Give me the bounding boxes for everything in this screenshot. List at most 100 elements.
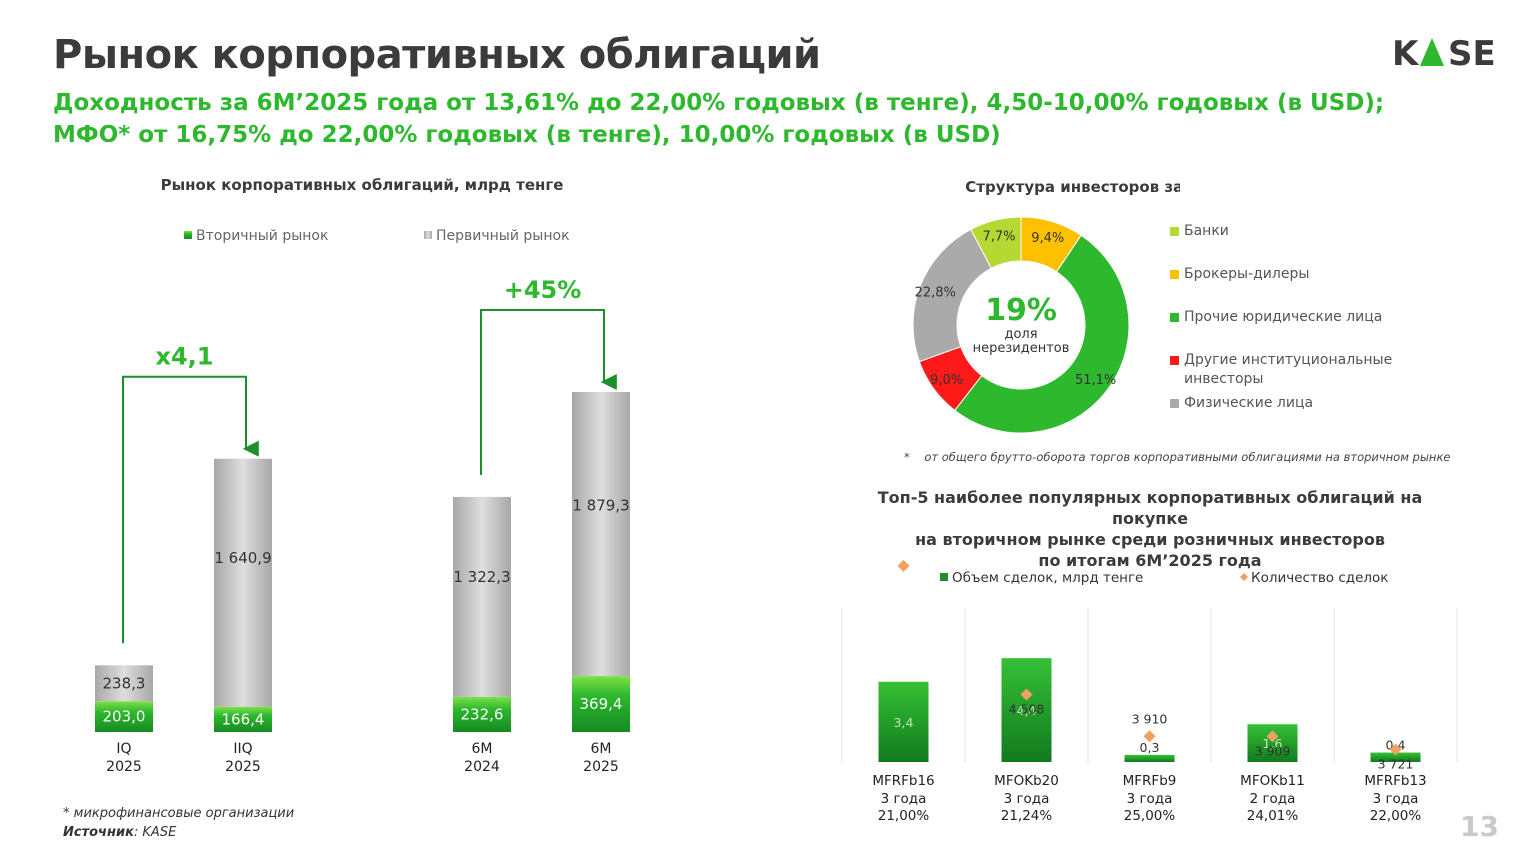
bond-name: MFOKb11 — [1240, 773, 1305, 789]
top5-chart-title: Топ-5 наиболее популярных корпоративных … — [840, 487, 1460, 571]
volume-label: 3,4 — [894, 715, 914, 730]
chart2-title: Структура инвесторов за 6М’2025 года* — [965, 178, 1180, 196]
count-marker — [1143, 730, 1156, 743]
top5-title-line-3: по итогам 6М’2025 года — [1038, 551, 1262, 570]
donut-legend-item: Банки — [1170, 222, 1430, 241]
volume-label: 0,3 — [1140, 740, 1160, 755]
legend-label: Прочие юридические лица — [1184, 309, 1383, 325]
top5-title-line-2: на вторичном рынке среди розничных инвес… — [915, 530, 1385, 549]
donut-slices: 7,7% 9,4% 51,1% 9,0% 22,8% — [912, 216, 1130, 434]
legend-secondary-swatch — [184, 231, 192, 239]
bar-primary — [214, 458, 272, 707]
count-marker — [1389, 743, 1402, 756]
bar-primary-label: 1 879,3 — [572, 497, 629, 515]
legend-label: Брокеры-дилеры — [1184, 266, 1310, 282]
bar-secondary-label: 166,4 — [222, 710, 265, 728]
bar-secondary-label: 232,6 — [461, 705, 504, 723]
donut-slice-label: 7,7% — [982, 230, 1015, 245]
bond-term: 3 года — [1127, 791, 1173, 807]
bond-yield: 25,00% — [1124, 808, 1176, 824]
bond-name: MFOKb20 — [994, 773, 1059, 789]
bond-yield: 21,00% — [878, 808, 930, 824]
donut-slice — [954, 234, 1130, 434]
count-label: 3 910 — [1132, 711, 1168, 726]
category-label-line-1: 6M — [472, 741, 493, 757]
bond-yield: 22,00% — [1370, 808, 1422, 824]
donut-slice-label: 22,8% — [915, 286, 956, 301]
top5-title-line-1: Топ-5 наиболее популярных корпоративных … — [877, 488, 1423, 528]
donut-center-text-1: доля — [1004, 327, 1037, 342]
source-note: Источник: KASE — [63, 825, 176, 840]
bond-term: 3 года — [1373, 791, 1419, 807]
volume-bar — [1370, 752, 1421, 762]
category-label-line-2: 2024 — [464, 759, 500, 775]
chart1-annotations: x4,1 +45% — [122, 276, 617, 644]
donut-slice-label: 9,4% — [1031, 231, 1064, 246]
subtitle-line-1: Доходность за 6М’2025 года от 13,61% до … — [53, 90, 1385, 116]
kase-logo-text: K — [1392, 34, 1420, 72]
count-label: 3 721 — [1378, 757, 1414, 772]
bond-term: 2 года — [1250, 791, 1296, 807]
bond-name: MFRFb16 — [872, 773, 934, 789]
legend-count-swatch — [1240, 573, 1248, 581]
subtitle-line-2: МФО* от 16,75% до 22,00% годовых (в тенг… — [53, 122, 1001, 148]
legend-secondary-label: Вторичный рынок — [196, 228, 328, 244]
donut-legend-item: Прочие юридические лица — [1170, 308, 1430, 327]
page-number: 13 — [1460, 810, 1499, 843]
donut-legend-item: Физические лица — [1170, 394, 1430, 413]
bar-secondary-label: 203,0 — [103, 708, 146, 726]
count-label: 4 508 — [1009, 701, 1045, 716]
growth-arrow — [480, 308, 617, 475]
volume-bar — [1001, 658, 1052, 762]
donut-center-value: 19% — [985, 293, 1057, 328]
kase-logo: K SE — [1392, 34, 1496, 72]
footnote-mark: * — [904, 450, 910, 464]
donut-slice-label: 51,1% — [1075, 373, 1116, 388]
chart1-bars: 203,0 238,3 IQ 2025 166,4 1 640,9 IIQ 2025 232,6… — [95, 391, 630, 775]
volume-label: 4,4 — [1017, 703, 1037, 718]
category-label-line-2: 2025 — [583, 759, 619, 775]
bar-secondary — [572, 676, 630, 732]
legend-label: Банки — [1184, 223, 1229, 239]
legend-primary-swatch — [424, 231, 432, 239]
count-marker — [1020, 688, 1033, 701]
bar-primary-label: 1 322,3 — [453, 568, 510, 586]
top5-bonds-chart: Объем сделок, млрд тенге Количество сдел… — [841, 560, 1458, 824]
legend-label: Другие институциональные инвесторы — [1184, 352, 1393, 387]
page-title: Рынок корпоративных облигаций — [53, 32, 821, 78]
count-label: 3 909 — [1255, 743, 1291, 758]
bond-name: MFRFb13 — [1364, 773, 1426, 789]
legend-swatch — [1170, 313, 1179, 322]
count-marker — [897, 560, 910, 572]
bar-secondary — [453, 696, 511, 732]
volume-bar — [878, 681, 929, 762]
bar-primary-label: 1 640,9 — [214, 549, 271, 567]
count-marker — [1266, 730, 1279, 743]
donut-slice — [912, 228, 992, 363]
bond-name: MFRFb9 — [1123, 773, 1177, 789]
source-label: Источник — [63, 825, 134, 840]
bond-yield: 24,01% — [1247, 808, 1299, 824]
donut-slice-label: 9,0% — [930, 373, 963, 388]
category-label-line-1: IIQ — [233, 741, 252, 757]
bar-secondary — [95, 701, 153, 732]
legend-volume-label: Объем сделок, млрд тенге — [952, 570, 1143, 586]
chart1-title: Рынок корпоративных облигаций, млрд тенг… — [161, 176, 564, 194]
legend-swatch — [1170, 356, 1179, 365]
bar-primary — [95, 665, 153, 702]
footnote-text: от общего брутто-оборота торгов корпорат… — [924, 450, 1451, 464]
legend-primary-label: Первичный рынок — [436, 228, 570, 244]
donut-legend: Банки Брокеры-дилеры Прочие юридические ли… — [1170, 222, 1430, 413]
donut-legend-item: Другие институциональные инвесторы — [1170, 351, 1430, 389]
bar-secondary — [214, 706, 272, 732]
donut-legend-item: Брокеры-дилеры — [1170, 265, 1430, 284]
volume-bar — [1124, 754, 1175, 762]
bond-term: 3 года — [1004, 791, 1050, 807]
growth-arrow — [122, 375, 259, 644]
bar-primary — [572, 391, 630, 677]
legend-label: Физические лица — [1184, 395, 1314, 411]
category-label-line-2: 2025 — [106, 759, 142, 775]
category-label-line-2: 2025 — [225, 759, 261, 775]
growth-label: +45% — [504, 276, 582, 304]
